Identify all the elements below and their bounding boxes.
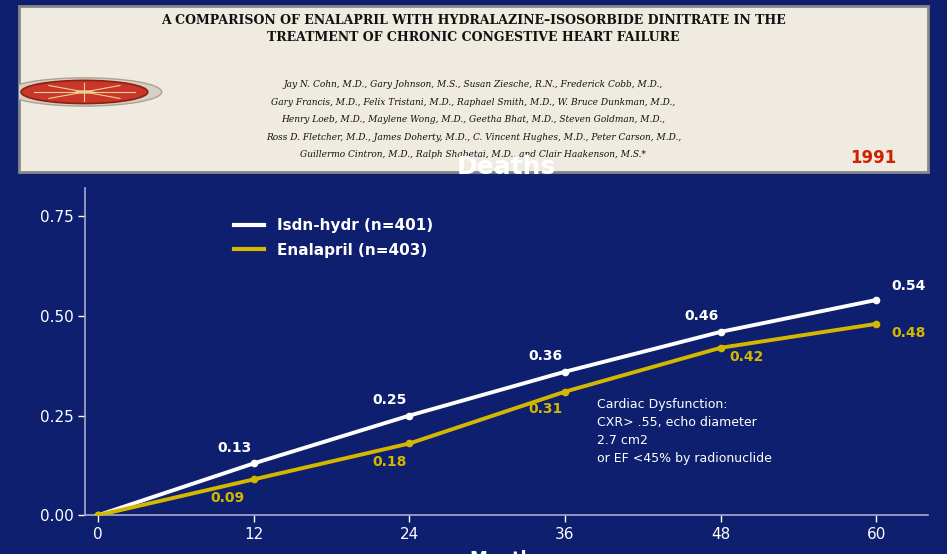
Text: Henry Loeb, M.D., Maylene Wong, M.D., Geetha Bhat, M.D., Steven Goldman, M.D.,: Henry Loeb, M.D., Maylene Wong, M.D., Ge… <box>281 115 666 124</box>
Text: A COMPARISON OF ENALAPRIL WITH HYDRALAZINE–ISOSORBIDE DINITRATE IN THE
TREATMENT: A COMPARISON OF ENALAPRIL WITH HYDRALAZI… <box>161 14 786 44</box>
Text: 1991: 1991 <box>850 149 896 167</box>
Circle shape <box>21 80 148 104</box>
Legend: Isdn-hydr (n=401), Enalapril (n=403): Isdn-hydr (n=401), Enalapril (n=403) <box>227 212 438 264</box>
X-axis label: Months: Months <box>469 550 545 554</box>
Text: 0.13: 0.13 <box>217 440 252 455</box>
Text: 0.46: 0.46 <box>684 309 718 323</box>
FancyBboxPatch shape <box>19 6 928 172</box>
Text: 0.31: 0.31 <box>528 402 563 416</box>
Text: Gary Francis, M.D., Felix Tristani, M.D., Raphael Smith, M.D., W. Bruce Dunkman,: Gary Francis, M.D., Felix Tristani, M.D.… <box>272 98 675 107</box>
Text: 0.42: 0.42 <box>729 350 763 364</box>
Text: 0.54: 0.54 <box>891 279 926 293</box>
Text: Cardiac Dysfunction:
CXR> .55, echo diameter
2.7 cm2
or EF <45% by radionuclide: Cardiac Dysfunction: CXR> .55, echo diam… <box>598 398 773 465</box>
Text: 0.36: 0.36 <box>528 349 563 363</box>
Text: 0.18: 0.18 <box>373 455 407 469</box>
Text: Ross D. Fletcher, M.D., James Doherty, M.D., C. Vincent Hughes, M.D., Peter Cars: Ross D. Fletcher, M.D., James Doherty, M… <box>266 132 681 142</box>
Title: Deaths: Deaths <box>457 156 556 179</box>
Circle shape <box>75 90 94 94</box>
Circle shape <box>8 78 162 106</box>
Text: Guillermo Cintron, M.D., Ralph Shabetai, M.D., and Clair Haakenson, M.S.*: Guillermo Cintron, M.D., Ralph Shabetai,… <box>300 150 647 159</box>
Text: Jay N. Cohn, M.D., Gary Johnson, M.S., Susan Ziesche, R.N., Frederick Cobb, M.D.: Jay N. Cohn, M.D., Gary Johnson, M.S., S… <box>284 80 663 89</box>
Text: 0.25: 0.25 <box>373 393 407 407</box>
Text: 0.48: 0.48 <box>891 326 926 340</box>
Text: 0.09: 0.09 <box>211 490 245 505</box>
